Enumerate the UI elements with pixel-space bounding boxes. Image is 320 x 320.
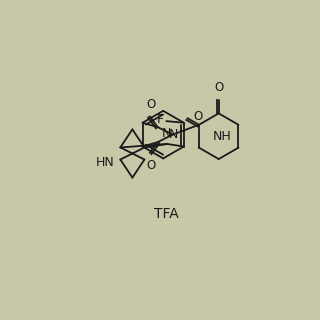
Text: O: O [193,110,202,123]
Text: HN: HN [96,156,115,169]
Text: O: O [146,159,156,172]
Text: N: N [168,128,178,141]
Text: F: F [157,113,164,126]
Text: N: N [161,127,171,140]
Text: O: O [146,98,156,111]
Text: NH: NH [212,130,231,143]
Text: O: O [214,81,223,94]
Text: TFA: TFA [154,207,179,221]
